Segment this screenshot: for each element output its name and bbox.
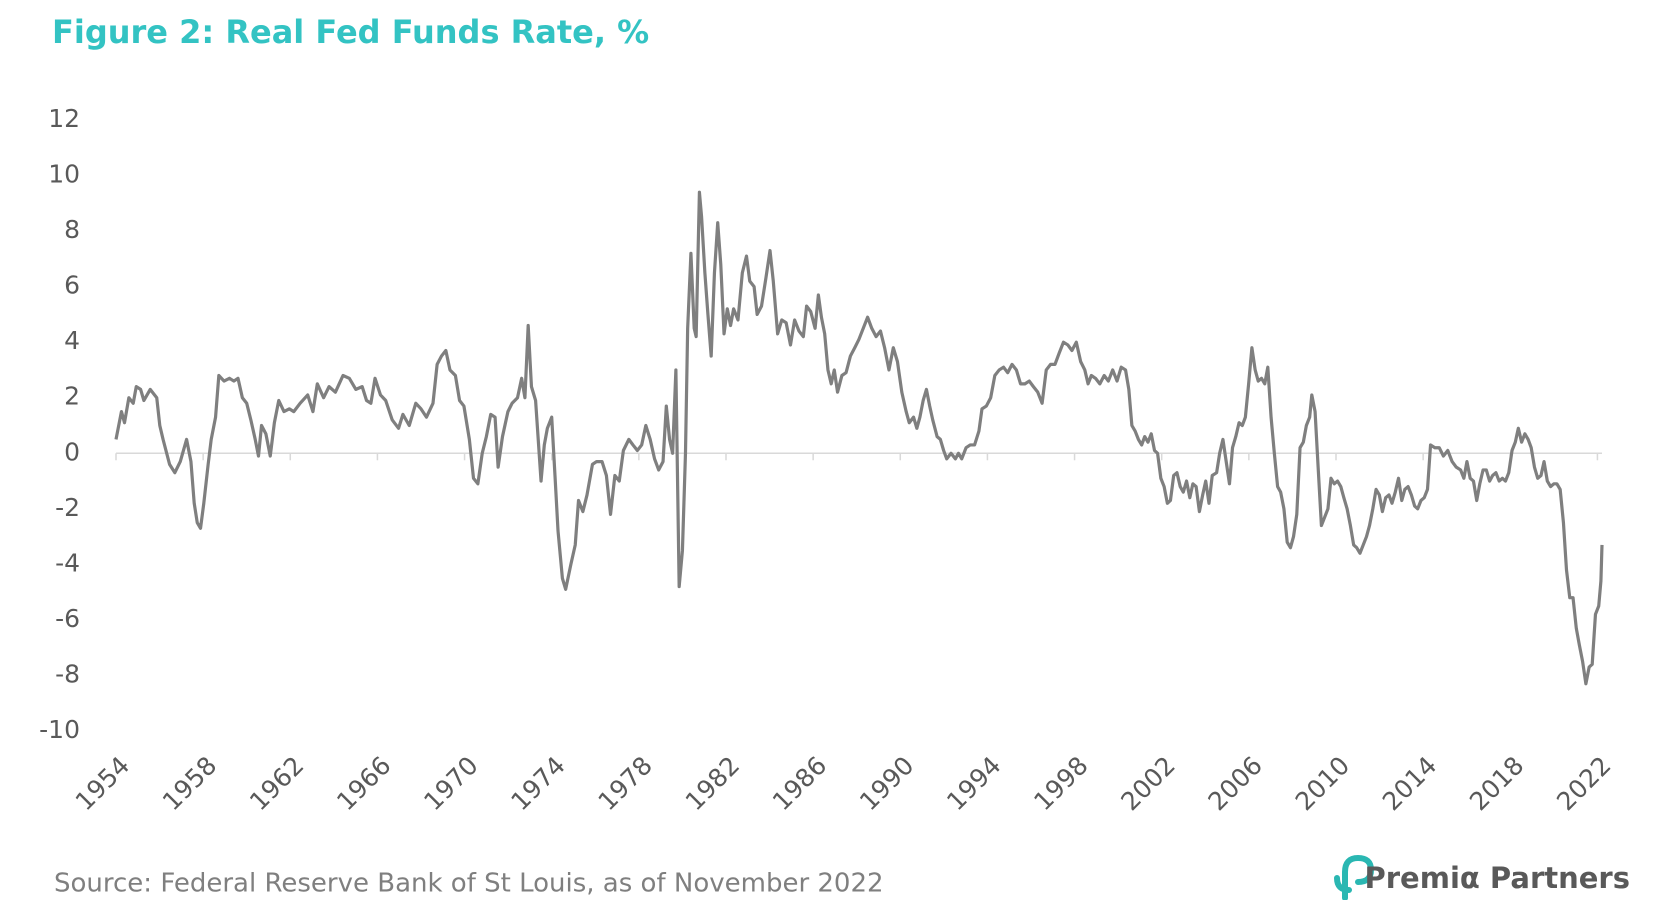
x-tick-label: 1974: [505, 751, 570, 816]
x-tick-label: 1998: [1028, 751, 1093, 816]
source-note: Source: Federal Reserve Bank of St Louis…: [54, 869, 884, 899]
x-tick-label: 1982: [680, 751, 745, 816]
y-tick-label: 10: [48, 160, 80, 189]
x-tick-label: 2014: [1377, 751, 1442, 816]
x-tick-label: 2022: [1551, 751, 1616, 816]
y-tick-label: 4: [64, 326, 80, 355]
x-tick-label: 2006: [1203, 751, 1268, 816]
logo-mark: [1342, 854, 1375, 900]
y-tick-label: 6: [64, 271, 80, 300]
x-tick-label: 1994: [941, 751, 1006, 816]
y-tick-label: -2: [55, 493, 80, 522]
x-tick-label: 2018: [1464, 751, 1529, 816]
x-tick-label: 1962: [244, 751, 309, 816]
x-tick-label: 1978: [593, 751, 658, 816]
y-tick-label: 2: [64, 382, 80, 411]
y-tick-label: -10: [39, 715, 80, 744]
x-tick-label: 1986: [767, 751, 832, 816]
x-tick-label: 1966: [331, 751, 396, 816]
data-line: [114, 190, 1604, 686]
y-tick-label: 0: [64, 437, 80, 466]
logo-icon: [1334, 854, 1375, 900]
x-tick-label: 2010: [1290, 751, 1355, 816]
logo-mark: [1334, 875, 1352, 893]
y-tick-label: -4: [55, 548, 80, 577]
chart-title: Figure 2: Real Fed Funds Rate, %: [52, 13, 649, 51]
y-tick-label: -6: [55, 604, 80, 633]
x-tick-label: 1958: [157, 751, 222, 816]
x-tick-label: 1990: [854, 751, 919, 816]
x-tick-label: 1954: [70, 751, 135, 816]
x-tick-label: 1970: [418, 751, 483, 816]
y-tick-label: 12: [48, 104, 80, 133]
y-tick-label: -8: [55, 659, 80, 688]
x-tick-label: 2002: [1115, 751, 1180, 816]
logo-text: Premiα Partners: [1365, 861, 1631, 895]
y-tick-label: 8: [64, 215, 80, 244]
